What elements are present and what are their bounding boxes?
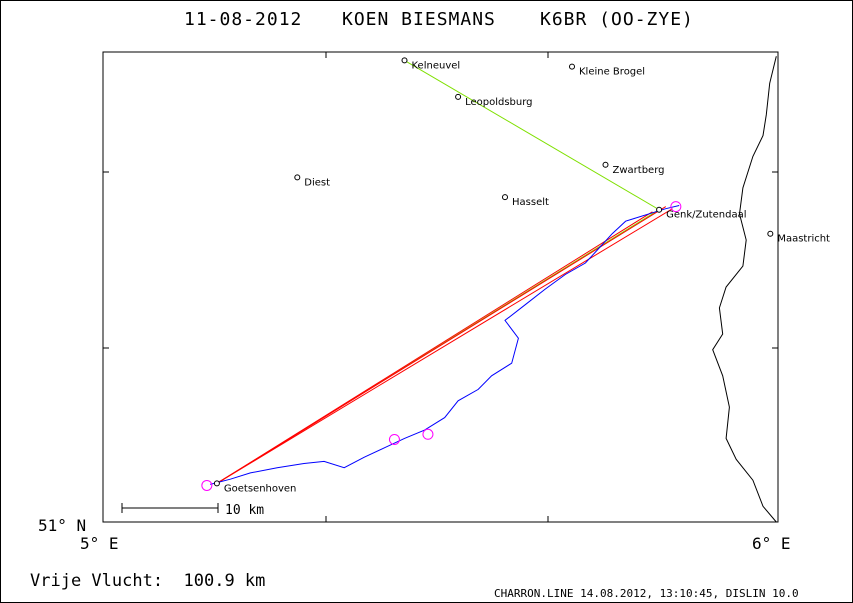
place-label: Goetsenhoven	[224, 483, 297, 494]
turnpoint-marker	[670, 201, 682, 213]
place-genk-zutendaal: Genk/Zutendaal	[656, 206, 746, 221]
place-kelneuvel: Kelneuvel	[401, 57, 461, 71]
country-border	[712, 56, 777, 523]
place-leopoldsburg: Leopoldsburg	[455, 93, 533, 108]
x-axis-left-label: 5° E	[80, 534, 119, 553]
place-marker	[569, 63, 575, 70]
place-label: Leopoldsburg	[465, 97, 532, 108]
place-marker	[656, 206, 663, 213]
scale-bar: 10 km	[121, 503, 264, 518]
place-labels: Kelneuvel Kleine Brogel Leopoldsburg Zwartb…	[213, 57, 830, 494]
turnpoint-marker	[388, 433, 400, 445]
flight-leg-3	[216, 208, 673, 484]
place-marker	[213, 480, 220, 487]
flight-date: 11-08-2012	[184, 9, 303, 30]
place-zwartberg: Zwartberg	[602, 161, 665, 176]
place-label: Kelneuvel	[412, 60, 461, 71]
place-label: Zwartberg	[613, 165, 665, 176]
glider-id: K6BR (OO-ZYE)	[540, 9, 694, 30]
place-label: Kleine Brogel	[579, 67, 645, 78]
turnpoint-marker	[422, 428, 434, 440]
place-marker	[502, 194, 508, 201]
scale-bar-label: 10 km	[225, 503, 264, 518]
place-kleine-brogel: Kleine Brogel	[569, 63, 645, 78]
y-axis-bottom-label: 51° N	[38, 516, 86, 535]
free-flight-distance: Vrije Vlucht: 100.9 km	[30, 571, 266, 591]
place-label: Hasselt	[512, 197, 549, 208]
place-goetsenhoven: Goetsenhoven	[213, 480, 297, 494]
turnpoint-markers	[201, 201, 682, 491]
place-marker	[401, 57, 408, 64]
place-diest: Diest	[294, 174, 330, 188]
place-marker	[455, 93, 462, 100]
place-marker	[767, 230, 774, 237]
place-label: Maastricht	[777, 234, 830, 245]
software-info: CHARRON.LINE 14.08.2012, 13:10:45, DISLI…	[494, 587, 799, 600]
place-marker	[602, 161, 609, 168]
turnpoint-marker	[201, 479, 213, 491]
place-marker	[294, 174, 301, 181]
flight-leg-2	[216, 206, 667, 484]
plot-frame	[102, 51, 779, 523]
place-maastricht: Maastricht	[767, 230, 830, 245]
place-hasselt: Hasselt	[502, 194, 549, 208]
place-label: Diest	[304, 177, 330, 188]
flight-legs	[216, 206, 673, 484]
place-label: Genk/Zutendaal	[666, 210, 746, 221]
flight-track	[210, 205, 680, 485]
declared-route-line	[216, 59, 661, 484]
x-axis-right-label: 6° E	[752, 534, 791, 553]
pilot-name: KOEN BIESMANS	[342, 9, 496, 30]
